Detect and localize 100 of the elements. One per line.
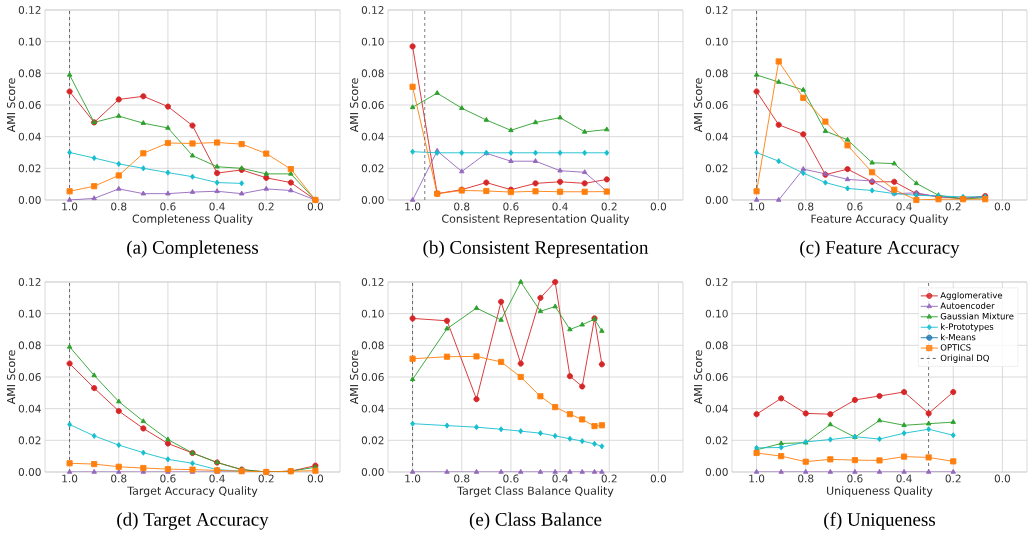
y-tick-label: 0.06 <box>705 101 728 109</box>
y-tick-label: 0.12 <box>361 278 384 286</box>
ref-line-label: Original DQ <box>940 354 989 363</box>
y-tick-label: 0.12 <box>361 6 384 14</box>
x-tick-label: 0.6 <box>160 202 176 211</box>
y-tick-label: 0.04 <box>361 404 384 413</box>
text: (d) Target Accuracy <box>117 512 269 530</box>
x-tick-label: 0.2 <box>258 474 274 483</box>
y-tick-label: 0.02 <box>705 436 728 445</box>
y-tick-label: 0.12 <box>18 6 41 14</box>
y-tick-label: 0.06 <box>361 373 384 381</box>
y-tick-label: 0.04 <box>361 132 384 141</box>
x-tick-label: 0.8 <box>454 202 470 211</box>
y-tick-label: 0.06 <box>18 373 41 381</box>
x-tick-label: 1.0 <box>62 474 78 483</box>
legend-label: k-Prototypes <box>941 323 994 332</box>
legend-label: k-Means <box>941 333 976 341</box>
x-axis-title: Uniqueness Quality <box>827 486 933 497</box>
text: (f) Uniqueness <box>824 512 936 530</box>
y-tick-label: 0.00 <box>361 468 384 476</box>
y-axis-title: AMI Score <box>349 350 359 405</box>
x-tick-label: 1.0 <box>405 202 421 211</box>
y-tick-label: 0.06 <box>361 101 384 109</box>
y-tick-label: 0.10 <box>18 309 41 318</box>
y-axis-title: AMI Score <box>6 350 16 405</box>
y-tick-label: 0.12 <box>705 278 728 286</box>
y-tick-label: 0.08 <box>18 341 41 350</box>
text: (a) Completeness <box>127 240 259 258</box>
x-axis-title: Completeness Quality <box>132 214 253 225</box>
x-axis-title: Target Class Balance Quality <box>457 486 614 497</box>
x-tick-label: 0.6 <box>847 202 863 211</box>
x-axis-title: Consistent Representation Quality <box>442 214 630 225</box>
x-tick-label: 0.8 <box>454 474 470 483</box>
y-tick-label: 0.00 <box>18 468 41 476</box>
x-tick-label: 0.2 <box>258 202 274 211</box>
y-tick-label: 0.10 <box>18 37 41 46</box>
y-tick-label: 0.08 <box>361 69 384 78</box>
y-tick-label: 0.06 <box>18 101 41 109</box>
text: (b) Consistent Representation <box>423 240 649 258</box>
y-tick-label: 0.08 <box>705 341 728 350</box>
y-axis-title: AMI Score <box>6 78 16 133</box>
y-tick-label: 0.08 <box>361 341 384 350</box>
x-tick-label: 0.0 <box>650 202 667 211</box>
y-tick-label: 0.04 <box>18 404 41 413</box>
y-axis-title: AMI Score <box>693 350 703 405</box>
x-tick-label: 0.6 <box>160 474 176 483</box>
y-tick-label: 0.10 <box>361 37 384 46</box>
x-tick-label: 1.0 <box>62 202 78 211</box>
y-tick-label: 0.10 <box>361 309 384 318</box>
y-tick-label: 0.08 <box>705 69 728 78</box>
x-tick-label: 0.4 <box>552 202 568 211</box>
y-tick-label: 0.02 <box>361 436 384 445</box>
x-axis-title: Feature Accuracy Quality <box>811 214 949 225</box>
x-tick-label: 1.0 <box>749 202 765 211</box>
legend-label: Autoencoder <box>940 302 995 309</box>
x-tick-label: 0.4 <box>209 474 225 483</box>
x-tick-label: 0.4 <box>552 474 568 483</box>
x-tick-label: 0.0 <box>307 202 324 211</box>
x-tick-label: 0.8 <box>798 202 814 211</box>
x-tick-label: 0.2 <box>601 474 617 483</box>
y-tick-label: 0.04 <box>18 132 41 141</box>
text: (e) Class Balance <box>469 512 602 530</box>
x-tick-label: 0.2 <box>601 202 617 211</box>
y-tick-label: 0.10 <box>705 309 728 318</box>
x-tick-label: 0.6 <box>847 474 863 483</box>
x-tick-label: 1.0 <box>749 474 765 483</box>
y-tick-label: 0.00 <box>361 196 384 204</box>
x-tick-label: 0.0 <box>994 202 1011 211</box>
x-tick-label: 0.6 <box>503 474 519 483</box>
y-tick-label: 0.12 <box>705 6 728 14</box>
text: (c) Feature Accuracy <box>800 240 960 258</box>
y-tick-label: 0.02 <box>18 436 41 445</box>
legend-label: Agglomerative <box>940 291 1003 301</box>
y-tick-label: 0.06 <box>705 373 728 381</box>
y-tick-label: 0.04 <box>705 404 728 413</box>
x-axis-title: Target Accuracy Quality <box>127 486 258 497</box>
x-tick-label: 0.4 <box>896 202 912 211</box>
y-tick-label: 0.00 <box>705 468 728 476</box>
x-tick-label: 0.2 <box>945 202 961 211</box>
y-tick-label: 0.00 <box>18 196 41 204</box>
x-tick-label: 0.4 <box>209 202 225 211</box>
x-tick-label: 0.0 <box>994 474 1011 483</box>
x-tick-label: 0.8 <box>111 202 127 211</box>
x-tick-label: 0.6 <box>503 202 519 211</box>
legend-label: OPTICS <box>940 344 971 351</box>
y-tick-label: 0.12 <box>18 278 41 286</box>
x-tick-label: 1.0 <box>405 474 421 483</box>
y-tick-label: 0.08 <box>18 69 41 78</box>
y-tick-label: 0.02 <box>18 164 41 173</box>
y-tick-label: 0.02 <box>361 164 384 173</box>
x-tick-label: 0.8 <box>798 474 814 483</box>
y-axis-title: AMI Score <box>349 78 359 133</box>
x-tick-label: 0.8 <box>111 474 127 483</box>
x-tick-label: 0.2 <box>945 474 961 483</box>
y-tick-label: 0.04 <box>705 132 728 141</box>
x-tick-label: 0.0 <box>650 474 667 483</box>
legend-label: Gaussian Mixture <box>940 312 1014 320</box>
y-tick-label: 0.10 <box>705 37 728 46</box>
y-tick-label: 0.02 <box>705 164 728 173</box>
x-tick-label: 0.0 <box>307 474 324 483</box>
